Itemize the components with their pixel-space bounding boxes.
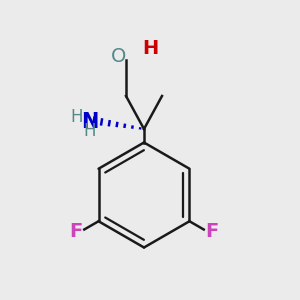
Text: O: O: [111, 47, 126, 67]
Text: H: H: [84, 122, 96, 140]
Text: H: H: [142, 38, 158, 58]
Text: H: H: [70, 108, 83, 126]
Text: N: N: [81, 112, 99, 131]
Text: F: F: [206, 222, 219, 241]
Text: F: F: [69, 222, 82, 241]
